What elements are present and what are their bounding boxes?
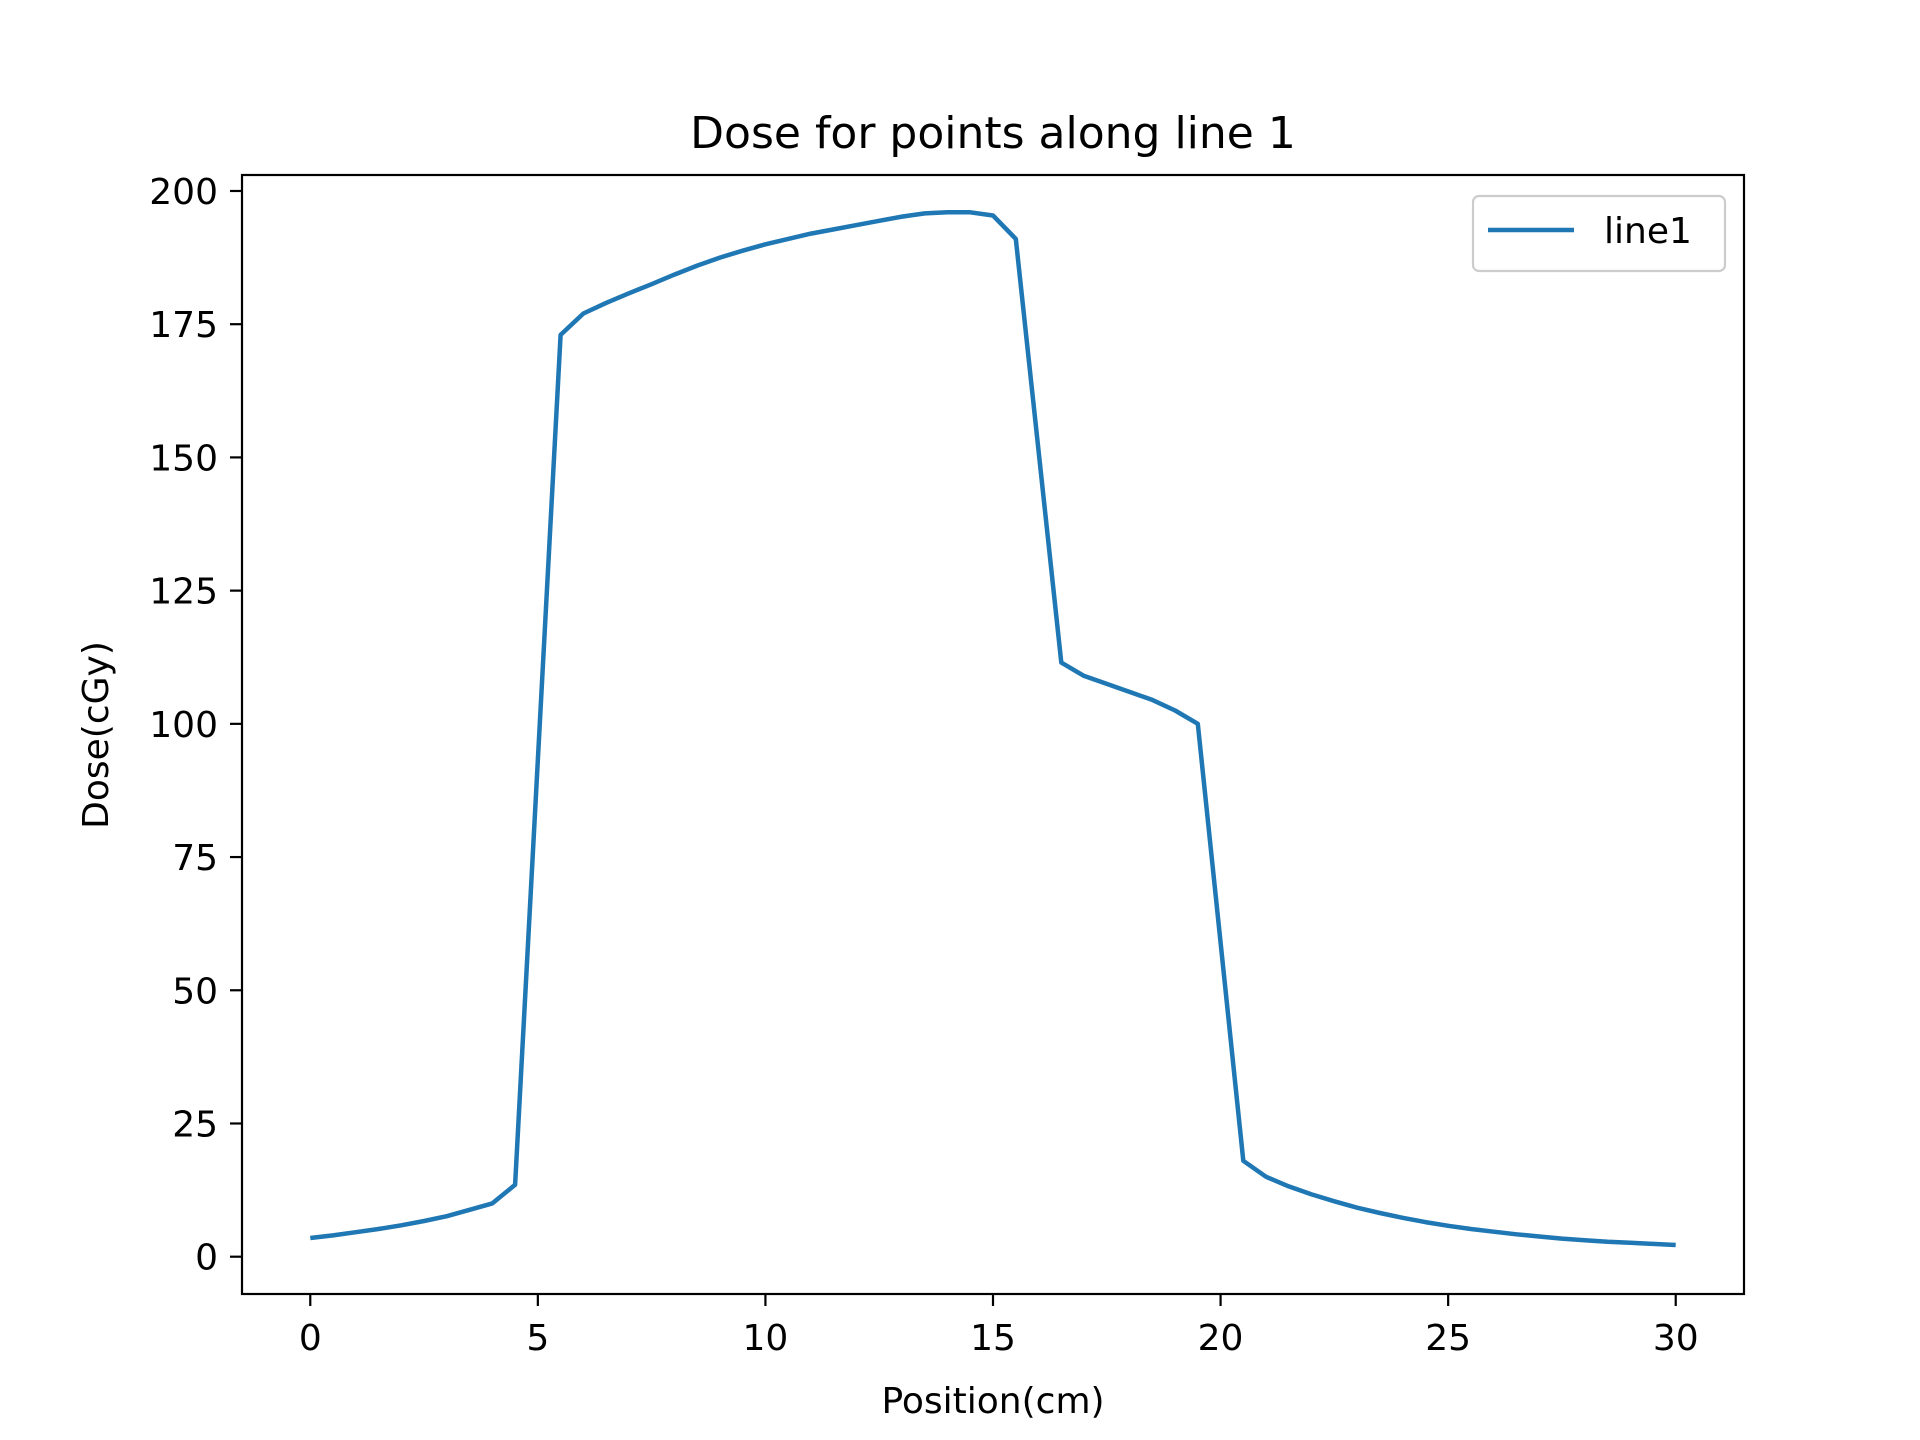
- y-tick-label: 0: [195, 1238, 218, 1279]
- y-tick-label: 150: [149, 438, 218, 479]
- y-tick-label: 175: [149, 305, 218, 346]
- legend-label-line1: line1: [1604, 211, 1692, 252]
- plot-area: [310, 210, 1676, 1248]
- plot-frame: [240, 173, 1746, 1296]
- series-line-line1: [310, 210, 1676, 1248]
- x-tick-label: 25: [1425, 1318, 1471, 1359]
- legend: line1: [1471, 194, 1727, 273]
- y-axis-ticks: 0 25 50 75 100 125 150 175 200: [149, 172, 242, 1279]
- x-tick-label: 0: [299, 1318, 322, 1359]
- x-tick-label: 10: [743, 1318, 789, 1359]
- legend-box: [1471, 194, 1727, 273]
- y-tick-label: 50: [172, 971, 218, 1012]
- chart-title: Dose for points along line 1: [690, 108, 1296, 159]
- y-axis-label: Dose(cGy): [76, 641, 117, 829]
- y-tick-label: 200: [149, 172, 218, 213]
- y-tick-label: 100: [149, 705, 218, 746]
- x-tick-label: 5: [526, 1318, 549, 1359]
- x-tick-label: 20: [1198, 1318, 1244, 1359]
- x-axis-ticks: 0 5 10 15 20 25 30: [299, 1294, 1699, 1359]
- x-axis-label: Position(cm): [881, 1381, 1104, 1422]
- y-tick-label: 125: [149, 572, 218, 613]
- y-tick-label: 75: [172, 838, 218, 879]
- x-tick-label: 15: [970, 1318, 1016, 1359]
- x-tick-label: 30: [1653, 1318, 1699, 1359]
- y-tick-label: 25: [172, 1104, 218, 1145]
